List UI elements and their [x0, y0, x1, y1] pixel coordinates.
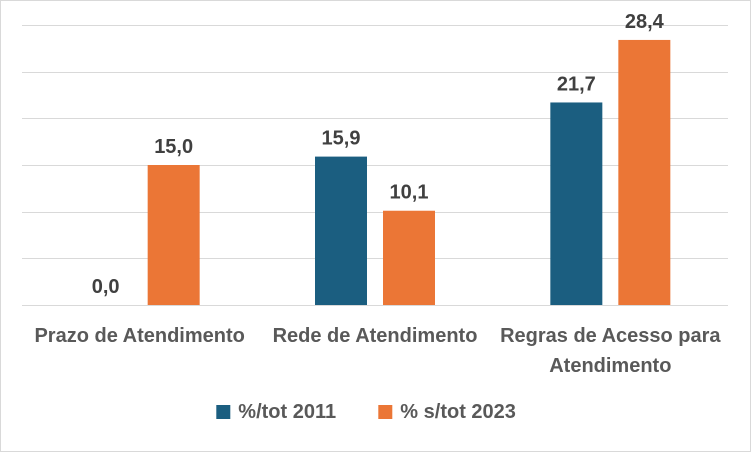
category-label: Regras de Acesso para [500, 325, 721, 347]
data-label: 28,4 [625, 11, 665, 33]
bars [147, 39, 671, 305]
data-label: 15,9 [322, 128, 361, 150]
legend-swatch [378, 405, 393, 419]
data-label: 21,7 [557, 73, 596, 95]
category-label: Atendimento [549, 355, 671, 377]
bar-series-2011 [550, 102, 603, 305]
gridlines [22, 25, 728, 306]
data-label: 15,0 [154, 136, 193, 158]
category-label: Prazo de Atendimento [34, 325, 244, 347]
bar-series-2011 [315, 156, 367, 305]
category-labels: Prazo de Atendimento Rede de Atendimento R… [34, 325, 721, 377]
legend-swatch [216, 405, 231, 419]
legend-label: %/tot 2011 [238, 401, 336, 423]
data-label: 0,0 [92, 276, 120, 298]
bar-series-2023 [618, 39, 671, 305]
data-labels: 0,0 15,9 21,7 15,0 10,1 28,4 [92, 11, 665, 298]
data-label: 10,1 [390, 182, 429, 204]
legend-label: % s/tot 2023 [400, 401, 516, 423]
bar-series-2023 [383, 210, 435, 305]
bar-series-2023 [147, 165, 200, 305]
category-label: Rede de Atendimento [273, 325, 478, 347]
legend: %/tot 2011 % s/tot 2023 [216, 401, 516, 423]
